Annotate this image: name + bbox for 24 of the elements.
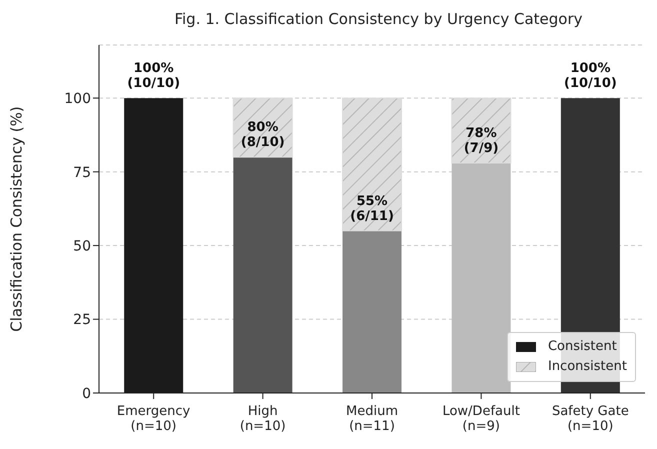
y-tick-label: 50 (73, 238, 91, 255)
y-tick-label: 75 (73, 164, 91, 181)
data-label: 80% (8/10) (240, 120, 285, 150)
bar (233, 157, 292, 393)
chart-title: Fig. 1. Classification Consistency by Urgency Category (173, 10, 584, 28)
y-tick-label: 0 (82, 386, 91, 402)
x-tick-label: Safety Gate (n=10) (552, 404, 629, 434)
data-label: 100% (10/10) (127, 61, 180, 92)
data-label: 55% (6/11) (350, 194, 394, 224)
x-tick-label: Low/Default (n=9) (442, 404, 520, 434)
y-axis-title: Classification Consistency (%) (7, 106, 26, 332)
legend-label: Inconsistent (548, 358, 627, 376)
bar (452, 162, 511, 393)
x-tick-label: High (n=10) (240, 404, 286, 434)
x-tick-label: Medium (n=11) (346, 404, 398, 434)
data-label: 78% (7/9) (464, 126, 499, 156)
data-label: 100% (10/10) (564, 61, 617, 92)
bar (342, 98, 402, 232)
legend-label: Consistent (548, 338, 617, 356)
bar (342, 230, 402, 393)
x-tick-label: Emergency (n=10) (116, 404, 191, 434)
bar (451, 98, 512, 164)
y-tick-label: 100 (64, 91, 91, 108)
y-tick-label: 25 (73, 312, 91, 328)
